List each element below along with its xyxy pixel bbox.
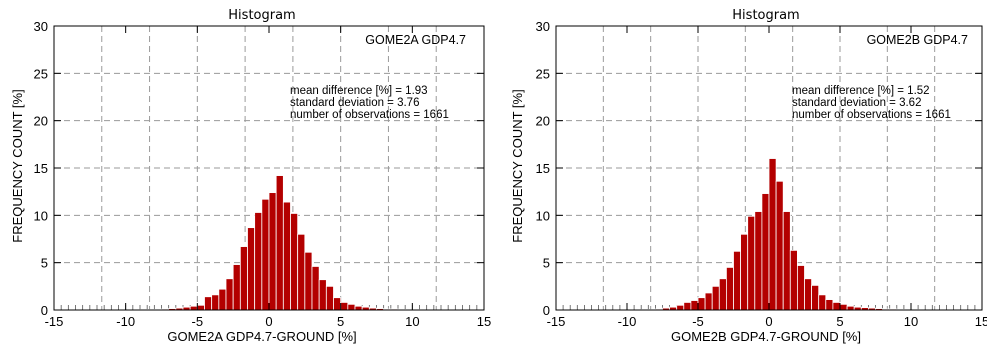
histogram-bar [797,265,805,311]
histogram-bar [761,193,770,311]
histogram-bar [196,304,205,311]
y-tick-label: 10 [34,208,48,223]
annotation-count: number of observations = 1661 [290,109,449,121]
histogram-bar [818,294,827,311]
x-tick-label: 10 [904,314,918,329]
histogram-bar [726,266,734,311]
histogram-bar [733,250,741,311]
histogram-bar [254,212,263,311]
histogram-bar [782,211,791,311]
histogram-bar [225,278,234,311]
chart-label: GOME2A GDP4.7 [365,33,466,47]
histogram-bar [839,303,848,311]
y-tick-label: 25 [34,66,48,81]
x-tick-label: 5 [337,314,344,329]
histogram-bar [832,302,841,311]
x-tick-label: 0 [265,314,272,329]
histogram-bar [690,300,699,311]
panel-gome2b: Histogram -15 -10 -5 0 5 10 15 0 5 10 15 20 25 30 GOM… [510,8,987,344]
histogram-bar [297,233,306,311]
histogram-bar [232,264,241,311]
histogram-bar [704,292,713,311]
y-axis-label: FREQUENCY COUNT [%] [510,89,525,242]
histogram-bar [754,211,763,311]
x-tick-label: 10 [405,314,419,329]
histogram-bar [846,305,855,311]
histogram-bar [340,302,349,311]
x-tick-label: -5 [192,314,204,329]
histogram-bar [261,198,270,311]
histogram-bar [789,249,798,311]
histogram-bar [282,201,291,311]
histogram-bar [718,278,727,311]
annotation-std: standard deviation = 3.76 [290,97,419,109]
histogram-bar [768,158,777,311]
x-tick-label: 0 [765,314,772,329]
histogram-bar [268,192,277,311]
chart-label: GOME2B GDP4.7 [867,33,968,47]
y-tick-label: 25 [536,66,550,81]
histogram-bar [825,299,834,311]
plot-area: -15 -10 -5 0 5 10 15 0 5 10 15 20 25 30 [536,19,987,329]
x-tick-label: -15 [547,314,566,329]
histogram-bar [347,303,356,311]
y-tick-label: 0 [543,303,550,318]
chart-title: Histogram [732,8,799,23]
annotation-mean: mean difference [%] = 1.93 [290,85,428,97]
histogram-bar [304,251,313,311]
x-tick-label: 5 [836,314,843,329]
histogram-bar [697,297,706,311]
histogram-bar [740,233,749,311]
histogram-bar [239,246,248,311]
histogram-bar [218,288,227,311]
y-tick-label: 15 [34,161,48,176]
histogram-bar [333,297,342,311]
histogram-bar [318,279,327,311]
histogram-bar [211,294,220,311]
histogram-bar [775,180,784,311]
y-tick-label: 0 [41,303,48,318]
histogram-bar [683,302,692,311]
x-tick-label: -10 [618,314,637,329]
histogram-bar [247,227,256,311]
x-tick-label: -10 [116,314,135,329]
chart-title: Histogram [228,8,295,23]
annotation-count: number of observations = 1661 [792,109,951,121]
panel-gome2a: Histogram -15 -10 -5 0 5 10 15 0 5 10 15 20 25 30 GOM… [10,8,491,344]
histogram-bar [811,284,820,311]
histogram-bar [676,304,685,311]
y-tick-label: 20 [34,114,48,129]
x-tick-label: -15 [45,314,64,329]
y-tick-label: 5 [41,256,48,271]
y-tick-label: 15 [536,161,550,176]
histogram-bar [711,285,720,311]
x-tick-label: -5 [692,314,704,329]
y-tick-label: 30 [536,19,550,34]
annotation-std: standard deviation = 3.62 [792,97,921,109]
x-tick-label: 15 [477,314,491,329]
x-axis-label: GOME2B GDP4.7-GROUND [%] [671,329,861,344]
histogram-bar [325,285,334,311]
histogram-bar [804,278,812,311]
histogram-bar [204,296,213,311]
x-axis-label: GOME2A GDP4.7-GROUND [%] [167,329,356,344]
histogram-bar [747,215,756,311]
y-tick-label: 20 [536,114,550,129]
histogram-bar [354,305,363,311]
histogram-bar [189,305,198,311]
annotation-mean: mean difference [%] = 1.52 [792,85,930,97]
y-tick-label: 10 [536,208,550,223]
histogram-bar [311,266,320,311]
y-axis-label: FREQUENCY COUNT [%] [10,89,25,242]
x-tick-label: 15 [975,314,987,329]
histogram-bar [290,213,299,311]
y-tick-label: 30 [34,19,48,34]
histogram-bar [275,175,284,311]
plot-area: -15 -10 -5 0 5 10 15 0 5 10 15 20 25 30 [34,19,492,329]
y-tick-label: 5 [543,256,550,271]
